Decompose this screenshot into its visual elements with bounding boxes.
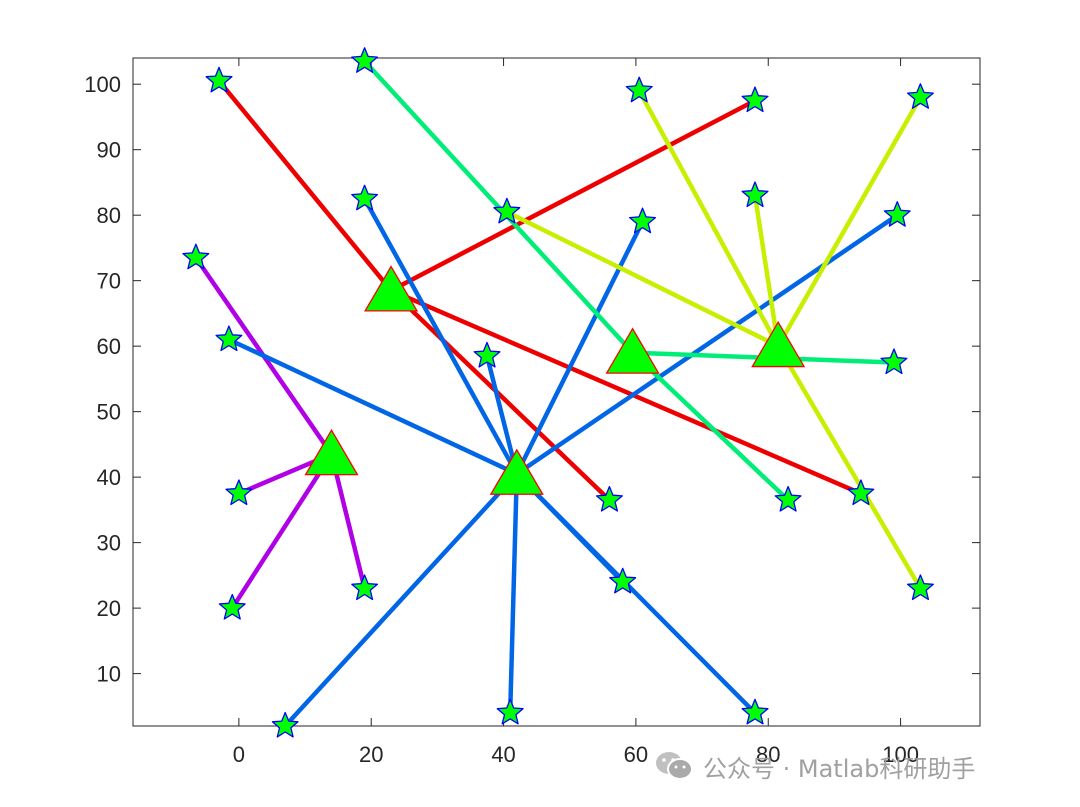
data-point-star (225, 479, 253, 506)
cluster-line-3 (514, 212, 900, 477)
data-point-star (351, 184, 379, 211)
y-tick-label: 60 (97, 334, 121, 359)
data-point-star (880, 348, 908, 375)
data-point-star (205, 66, 233, 93)
y-tick-label: 30 (97, 531, 121, 556)
cluster-line-2 (216, 78, 394, 293)
wechat-icon (655, 750, 693, 782)
data-point-star (629, 207, 657, 234)
cluster-center-triangle (489, 448, 544, 495)
y-tick-label: 100 (84, 72, 121, 97)
cluster-line-3 (282, 471, 520, 729)
data-point-star (847, 479, 875, 506)
x-tick-label: 40 (491, 742, 515, 767)
x-axis-ticks: 0 20 40 60 80 100 (233, 58, 919, 767)
cluster-center-triangle (605, 327, 660, 374)
data-point-star (496, 698, 524, 725)
y-tick-label: 10 (97, 662, 121, 687)
cluster-line-5 (504, 209, 781, 349)
cluster-line-3 (514, 219, 645, 477)
cluster-line-2 (388, 288, 612, 503)
cluster-line-2 (388, 98, 758, 293)
watermark: 公众号 · Matlab科研助手 (655, 746, 975, 786)
cluster-center-triangle (751, 320, 806, 368)
cluster-line-5 (775, 95, 923, 349)
cluster-line-3 (362, 196, 520, 477)
data-point-star (182, 243, 210, 270)
x-tick-label: 20 (359, 742, 383, 767)
y-tick-label: 70 (97, 269, 121, 294)
x-tick-label: 80 (756, 742, 780, 767)
data-point-star (595, 485, 623, 512)
cluster-line-1 (329, 451, 367, 591)
data-point-star (271, 711, 299, 738)
cluster-centers (304, 265, 806, 495)
y-tick-label: 80 (97, 203, 121, 228)
data-point-star (906, 574, 934, 601)
data-point-star (741, 698, 769, 725)
cluster-line-3 (507, 471, 520, 716)
cluster-line-3 (484, 353, 520, 477)
data-points (182, 47, 934, 738)
y-tick-label: 90 (97, 138, 121, 163)
cluster-line-3 (226, 337, 520, 477)
cluster-line-5 (636, 88, 781, 349)
data-point-star (741, 86, 769, 113)
y-tick-label: 40 (97, 465, 121, 490)
data-point-star (625, 76, 653, 103)
cluster-line-5 (752, 193, 781, 349)
data-point-star (351, 574, 379, 601)
x-tick-label: 0 (233, 742, 245, 767)
watermark-text: 公众号 · Matlab科研助手 (703, 754, 976, 783)
cluster-line-5 (775, 343, 923, 591)
x-tick-label: 100 (882, 742, 919, 767)
cluster-center-triangle (364, 265, 419, 312)
data-point-star (218, 593, 246, 620)
cluster-line-2 (388, 288, 864, 496)
x-tick-label: 60 (624, 742, 648, 767)
data-point-star (906, 83, 934, 109)
data-point-star (351, 47, 379, 73)
cluster-line-3 (514, 471, 758, 716)
cluster-line-1 (230, 451, 334, 611)
cluster-center-triangle (304, 428, 359, 476)
data-point-star (473, 341, 501, 368)
data-point-star (215, 325, 243, 352)
cluster-line-4 (630, 350, 791, 503)
data-point-star (609, 567, 637, 594)
data-point-star (493, 197, 521, 224)
y-axis-ticks: 10 20 30 40 50 60 70 80 90 100 (84, 72, 980, 687)
data-point-star (774, 485, 802, 512)
data-point-star (741, 181, 769, 208)
data-point-star (883, 201, 911, 227)
y-tick-label: 50 (97, 400, 121, 425)
y-tick-label: 20 (97, 596, 121, 621)
